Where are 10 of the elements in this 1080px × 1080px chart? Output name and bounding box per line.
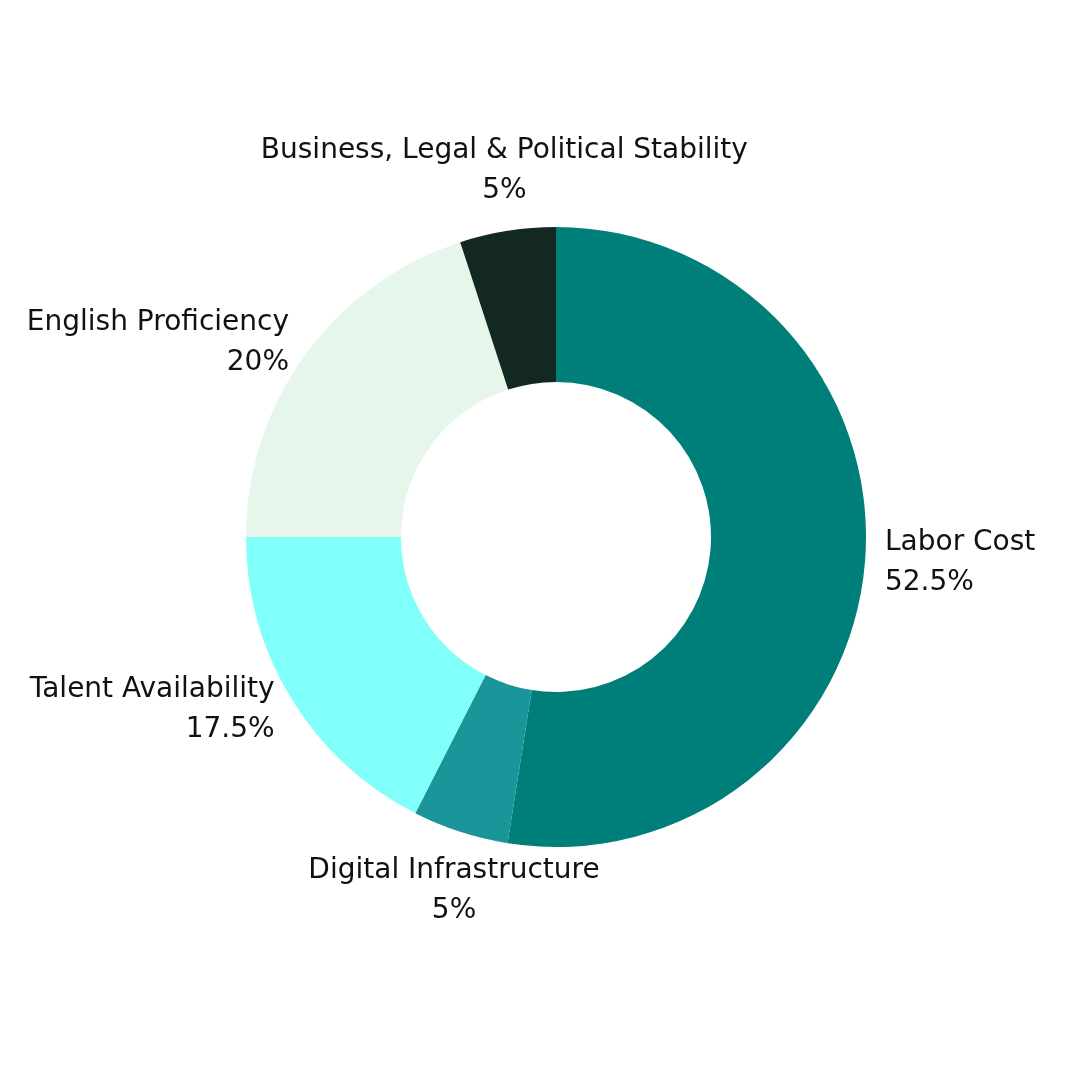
slice-label: Labor Cost bbox=[884, 524, 1036, 558]
data-label: 5% bbox=[482, 172, 527, 206]
data-label: 5% bbox=[431, 892, 477, 926]
data-label: 20% bbox=[226, 344, 290, 378]
slice-label: Business, Legal & Political Stability bbox=[260, 132, 748, 166]
slice-label: English Proficiency bbox=[26, 304, 290, 338]
data-label: 17.5% bbox=[185, 710, 275, 744]
slice-label: Talent Availability bbox=[28, 670, 275, 704]
slice-label: Digital Infrastructure bbox=[308, 852, 600, 886]
data-label: 52.5% bbox=[884, 564, 974, 598]
